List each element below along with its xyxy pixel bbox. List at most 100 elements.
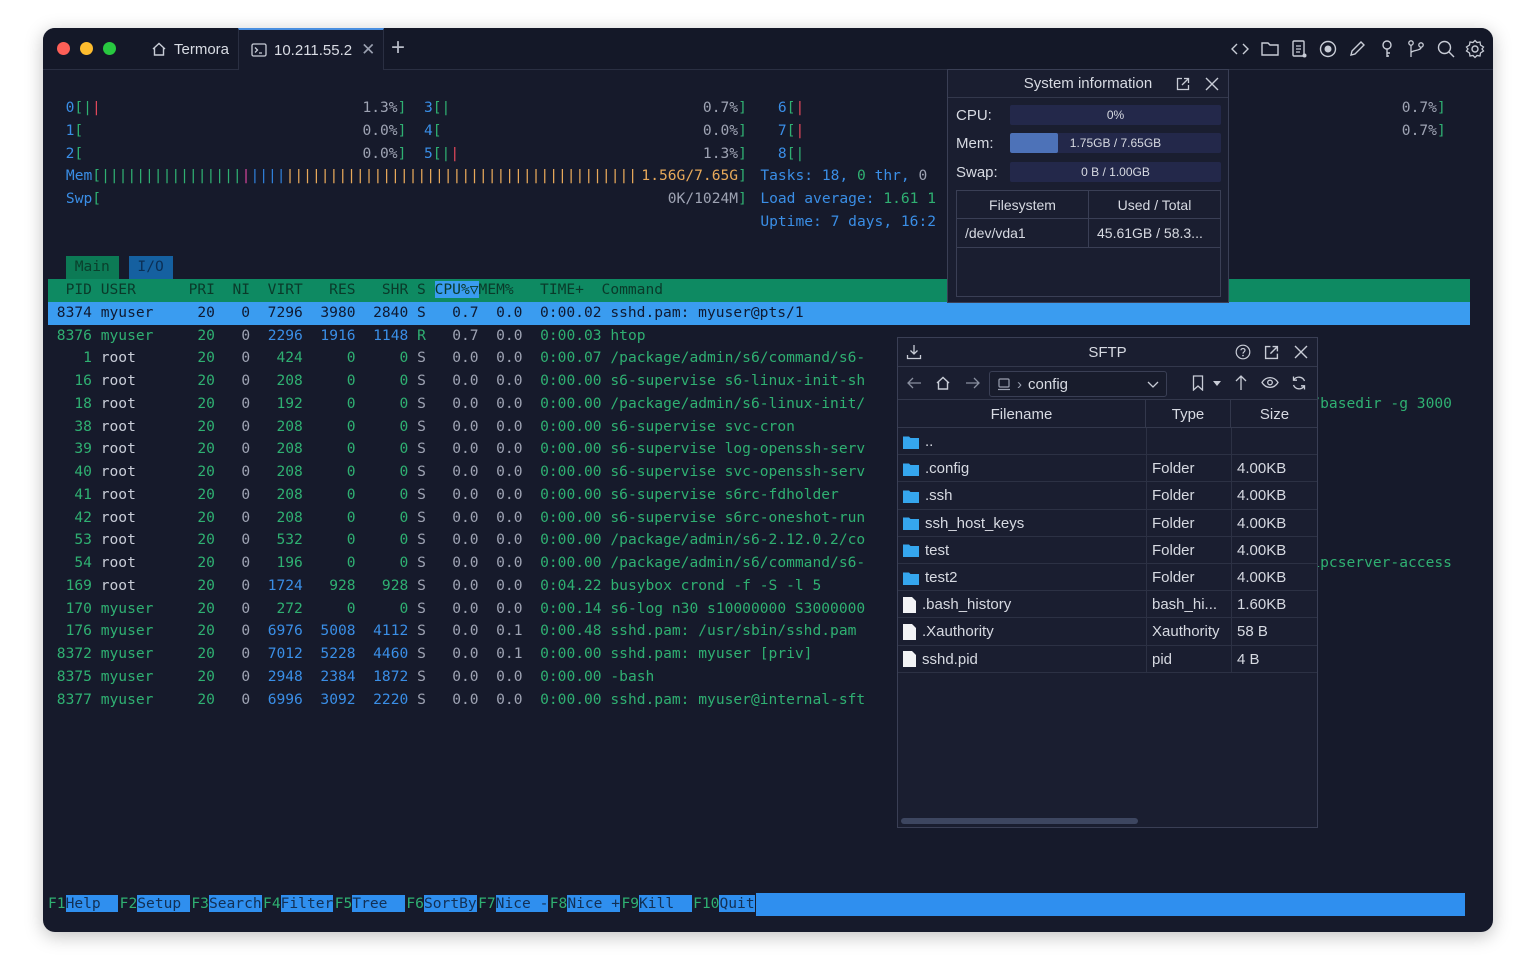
maximize-window-button[interactable] (103, 42, 116, 55)
command: -bash (601, 667, 655, 685)
file-size: 58 B (1237, 623, 1268, 641)
file-type: Folder (1152, 569, 1195, 587)
view-tab-io[interactable]: I/O (128, 256, 173, 279)
process-row[interactable]: 18 root 20 0 192 0 0 S 0.0 0.0 0:00.00 /… (48, 394, 866, 412)
file-row[interactable]: test Folder 4.00KB (898, 536, 1317, 564)
bookmark-icon[interactable] (1192, 375, 1204, 391)
function-key-f5[interactable]: F5Tree (334, 895, 406, 913)
code-icon[interactable] (1230, 39, 1250, 59)
minimize-window-button[interactable] (80, 42, 93, 55)
process-row[interactable]: 176 myuser 20 0 6976 5008 4112 S 0.0 0.1… (48, 622, 857, 640)
key-icon[interactable] (1377, 39, 1397, 59)
file-type: Folder (1152, 541, 1195, 559)
function-key-f7[interactable]: F7Nice - (478, 895, 549, 913)
path-selector[interactable]: › config (989, 371, 1167, 397)
new-tab-button[interactable]: + (391, 34, 406, 61)
command: s6-supervise s6rc-fdholder (601, 485, 839, 503)
home-icon[interactable] (935, 375, 951, 391)
process-row[interactable]: 38 root 20 0 208 0 0 S 0.0 0.0 0:00.00 s… (48, 417, 795, 435)
process-row[interactable]: 8374 myuser 20 0 7296 3980 2840 S 0.7 0.… (48, 301, 1470, 325)
column-header-size[interactable]: Size (1259, 405, 1290, 423)
user: myuser (100, 690, 180, 708)
process-row[interactable]: 41 root 20 0 208 0 0 S 0.0 0.0 0:00.00 s… (48, 485, 839, 503)
file-row[interactable]: .bash_history bash_hi... 1.60KB (898, 591, 1317, 619)
file-row[interactable]: .Xauthority Xauthority 58 B (898, 618, 1317, 646)
cpu-meter-3: 3[| 0.7%] (406, 97, 747, 120)
close-window-button[interactable] (57, 42, 70, 55)
command: busybox crond -f -S -l 5 (601, 576, 822, 594)
popout-icon[interactable] (1176, 77, 1190, 91)
process-row[interactable]: 40 root 20 0 208 0 0 S 0.0 0.0 0:00.00 s… (48, 463, 866, 480)
help-icon[interactable] (1235, 344, 1251, 360)
load-average: Load average: 1.61 1 (760, 190, 937, 207)
file-name: .. (903, 428, 1145, 455)
function-key-f2[interactable]: F2Setup (119, 895, 190, 913)
process-row[interactable]: 42 root 20 0 208 0 0 S 0.0 0.0 0:00.00 s… (48, 508, 866, 526)
user: root (100, 394, 180, 412)
pencil-icon[interactable] (1347, 39, 1367, 59)
process-row[interactable]: 170 myuser 20 0 272 0 0 S 0.0 0.0 0:00.1… (48, 599, 866, 617)
eye-icon[interactable] (1261, 376, 1279, 389)
git-branch-icon[interactable] (1406, 39, 1426, 59)
function-key-f1[interactable]: F1Help (48, 895, 119, 913)
process-row[interactable]: 8376 myuser 20 0 2296 1916 1148 R 0.7 0.… (48, 326, 646, 344)
view-tab-main[interactable]: Main (65, 256, 119, 279)
function-key-f3[interactable]: F3Search (191, 895, 262, 913)
download-icon[interactable] (906, 344, 922, 360)
forward-arrow-icon[interactable] (965, 376, 981, 390)
file-type: Folder (1152, 514, 1195, 532)
function-key-f10[interactable]: F10Quit (693, 895, 755, 913)
search-icon[interactable] (1436, 39, 1456, 59)
function-key-f6[interactable]: F6SortBy (406, 895, 477, 913)
pid: 39 (48, 440, 92, 458)
cpu-percent: 1.3%] (362, 99, 407, 116)
process-row[interactable]: 39 root 20 0 208 0 0 S 0.0 0.0 0:00.00 s… (48, 440, 866, 458)
process-row[interactable]: 8372 myuser 20 0 7012 5228 4460 S 0.0 0.… (48, 645, 813, 662)
column-header-filename[interactable]: Filename (898, 400, 1146, 428)
function-key-f8[interactable]: F8Nice + (549, 895, 621, 913)
file-row[interactable]: .ssh Folder 4.00KB (898, 482, 1317, 510)
popout-icon[interactable] (1264, 345, 1279, 360)
function-key-f9[interactable]: F9Kill (621, 895, 692, 913)
meter-bar: | (241, 167, 251, 185)
tab-session[interactable]: 10.211.55.2 ✕ (238, 28, 384, 70)
command: s6-supervise svc-cron (601, 417, 795, 435)
horizontal-scrollbar[interactable] (901, 818, 1138, 824)
process-row[interactable]: 54 root 20 0 196 0 0 S 0.0 0.0 0:00.00 /… (48, 554, 866, 571)
up-arrow-icon[interactable] (1235, 375, 1247, 391)
record-icon[interactable] (1318, 39, 1338, 59)
close-icon[interactable] (1294, 345, 1308, 359)
back-arrow-icon[interactable] (906, 376, 922, 390)
file-row[interactable]: .config Folder 4.00KB (898, 455, 1317, 483)
process-row[interactable]: 8375 myuser 20 0 2948 2384 1872 S 0.0 0.… (48, 667, 655, 685)
cpu-id: 4 (406, 121, 433, 139)
process-row[interactable]: 16 root 20 0 208 0 0 S 0.0 0.0 0:00.00 s… (48, 372, 866, 389)
document-icon[interactable] (1289, 39, 1309, 59)
process-row[interactable]: 53 root 20 0 532 0 0 S 0.0 0.0 0:00.00 /… (48, 531, 866, 549)
folder-icon[interactable] (1260, 39, 1280, 59)
user: root (100, 349, 180, 367)
htop-terminal[interactable]: 0[|| 1.3%] 1[0.0%] 2[0.0%] 3[| 0.7%] 4[0.0… (43, 28, 1493, 932)
file-row[interactable]: test2 Folder 4.00KB (898, 564, 1317, 592)
column-header-type[interactable]: Type (1146, 400, 1231, 428)
file-name: .Xauthority (903, 618, 1145, 645)
cpu-meter-1: 1[0.0%] (48, 120, 407, 143)
file-row[interactable]: sshd.pid pid 4 B (898, 645, 1317, 673)
meter-label: Mem (65, 167, 93, 185)
process-row[interactable]: 1 root 20 0 424 0 0 S 0.0 0.0 0:00.07 /p… (48, 349, 866, 367)
file-row[interactable]: .. (898, 428, 1317, 456)
close-icon[interactable] (1205, 77, 1219, 91)
tab-termora[interactable]: Termora (143, 28, 237, 70)
dropdown-arrow-icon[interactable] (1213, 381, 1221, 386)
process-row[interactable]: 8377 myuser 20 0 6996 3092 2220 S 0.0 0.… (48, 690, 866, 708)
refresh-icon[interactable] (1291, 375, 1307, 391)
file-name: sshd.pid (903, 646, 1145, 673)
file-row[interactable]: ssh_host_keys Folder 4.00KB (898, 509, 1317, 537)
process-row[interactable]: 169 root 20 0 1724 928 928 S 0.0 0.0 0:0… (48, 576, 822, 594)
file-name: test (903, 537, 1145, 564)
function-key-f4[interactable]: F4Filter (263, 895, 334, 913)
close-tab-icon[interactable]: ✕ (361, 40, 376, 59)
function-key-label: Tree (352, 895, 406, 913)
gear-icon[interactable] (1465, 39, 1485, 59)
pid: 8377 (48, 690, 92, 708)
